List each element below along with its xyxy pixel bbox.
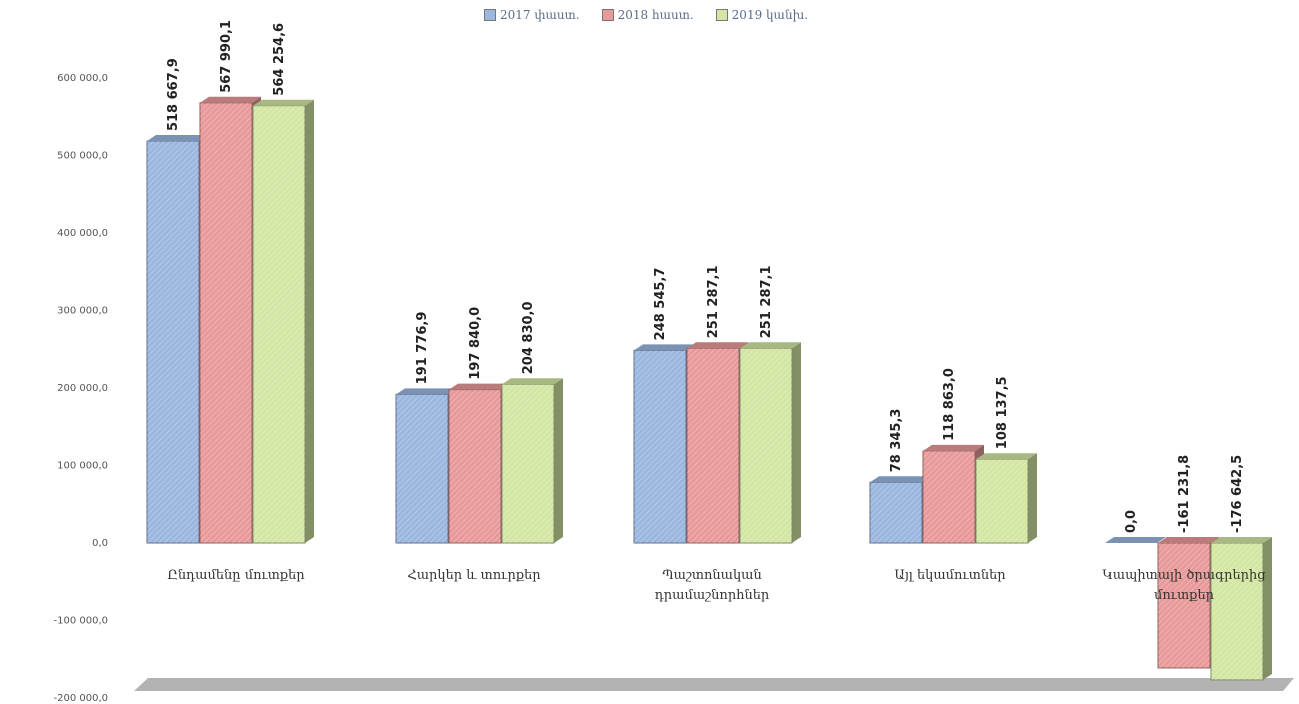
- y-tick-label: 500 000,0: [57, 151, 108, 162]
- bar-hatch: [923, 450, 975, 543]
- category-label: Կապիտալի ծրագրերից մուտքեր: [1102, 568, 1265, 603]
- category-label-line: Պաշտոնական: [662, 568, 762, 583]
- chart-floor: [134, 678, 1294, 691]
- bar-top: [976, 453, 1037, 460]
- category-label-line: Կապիտալի ծրագրերից: [1102, 568, 1265, 583]
- category-label-line: մուտքեր: [1154, 588, 1215, 603]
- y-tick-label: -100 000,0: [53, 616, 108, 627]
- bar-hatch: [1211, 543, 1263, 680]
- bar-top: [396, 388, 457, 395]
- bar-top: [502, 378, 563, 385]
- legend: 2017 փաստ. 2018 հաստ. 2019 կանխ.: [484, 8, 808, 22]
- data-label: 78 345,3: [889, 409, 904, 473]
- bar-side: [554, 378, 563, 543]
- bar: [686, 342, 748, 544]
- legend-item-2019: 2019 կանխ.: [715, 8, 809, 22]
- bar-top: [687, 342, 748, 349]
- bar: [975, 453, 1037, 544]
- bar-hatch: [253, 105, 305, 543]
- y-tick-label: 400 000,0: [57, 228, 108, 239]
- bar-top: [1158, 537, 1219, 543]
- bar-hatch: [200, 102, 252, 543]
- data-label: -176 642,5: [1230, 455, 1245, 533]
- bar-top: [923, 444, 984, 451]
- bar: [739, 342, 801, 544]
- data-label: 197 840,0: [468, 307, 483, 380]
- category-label: Ընդամենը մուտքեր: [167, 568, 305, 583]
- category-label-line: Այլ եկամուտներ: [894, 568, 1006, 583]
- bar-top: [147, 135, 208, 142]
- data-label: 518 667,9: [166, 58, 181, 131]
- data-label: 567 990,1: [219, 20, 234, 93]
- bar-hatch: [502, 384, 554, 543]
- bar-hatch: [976, 459, 1028, 543]
- legend-item-2017: 2017 փաստ.: [484, 8, 580, 22]
- bar: [252, 99, 314, 544]
- bar: [501, 378, 563, 544]
- legend-label-2017: 2017 փաստ.: [500, 8, 580, 22]
- legend-swatch-2018: [601, 9, 614, 21]
- bar: [1210, 537, 1272, 681]
- y-tick-label: 600 000,0: [57, 73, 108, 84]
- data-label: -161 231,8: [1177, 455, 1192, 533]
- data-label: 108 137,5: [995, 376, 1010, 449]
- bar: [448, 383, 510, 544]
- category-label-line: Հարկեր և տուրքեր: [407, 568, 541, 583]
- bar-hatch: [740, 348, 792, 543]
- legend-label-2019: 2019 կանխ.: [731, 8, 809, 22]
- bar-hatch: [1158, 543, 1210, 668]
- bar-hatch: [634, 350, 686, 543]
- legend-swatch-2019: [715, 9, 728, 21]
- bar-top: [200, 96, 261, 103]
- legend-item-2018: 2018 հաստ.: [601, 8, 694, 22]
- bar: [922, 444, 984, 544]
- bar-top: [870, 476, 931, 483]
- category-label-line: դրամաշնորհներ: [655, 588, 770, 603]
- bar-side: [1028, 453, 1037, 543]
- y-tick-label: -200 000,0: [53, 693, 108, 704]
- data-label: 251 287,1: [759, 265, 774, 338]
- y-tick-label: 100 000,0: [57, 461, 108, 472]
- bar-hatch: [396, 394, 448, 543]
- data-label: 564 254,6: [272, 23, 287, 96]
- bar-top: [634, 344, 695, 351]
- bar-hatch: [449, 389, 501, 543]
- bar: [1105, 537, 1166, 543]
- bar: [1157, 537, 1219, 669]
- bar-side: [1263, 537, 1272, 680]
- bar: [146, 135, 208, 544]
- bar-top: [449, 383, 510, 390]
- data-label: 204 830,0: [521, 301, 536, 374]
- bar: [869, 476, 931, 544]
- y-tick-label: 0,0: [92, 538, 108, 549]
- category-label: Հարկեր և տուրքեր: [407, 568, 541, 583]
- bar-top: [253, 99, 314, 106]
- category-label-line: Ընդամենը մուտքեր: [167, 568, 305, 583]
- category-label: Այլ եկամուտներ: [894, 568, 1006, 583]
- bar: [633, 344, 695, 544]
- bar-side: [305, 99, 314, 543]
- bar-hatch: [870, 482, 922, 543]
- data-label: 248 545,7: [653, 268, 668, 341]
- y-tick-label: 300 000,0: [57, 306, 108, 317]
- bar-hatch: [147, 141, 199, 543]
- legend-swatch-2017: [484, 9, 496, 21]
- bar-top: [1105, 537, 1166, 543]
- data-label: 118 863,0: [942, 368, 957, 441]
- data-label: 0,0: [1124, 510, 1139, 533]
- bar-top: [1211, 537, 1272, 543]
- bar: [395, 388, 457, 544]
- y-tick-label: 200 000,0: [57, 383, 108, 394]
- bar-top: [740, 342, 801, 349]
- category-label: Պաշտոնական դրամաշնորհներ: [655, 568, 770, 603]
- bar-hatch: [687, 348, 739, 543]
- bar-side: [792, 342, 801, 543]
- legend-label-2018: 2018 հաստ.: [617, 8, 694, 22]
- data-label: 191 776,9: [415, 312, 430, 385]
- data-label: 251 287,1: [706, 265, 721, 338]
- bar: [199, 96, 261, 544]
